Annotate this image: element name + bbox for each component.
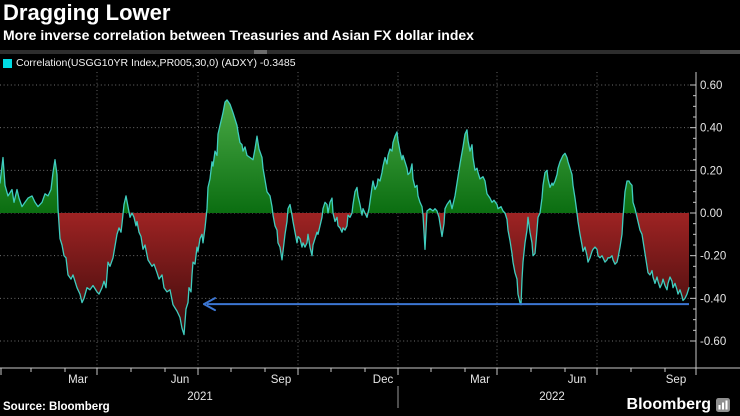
bloomberg-logo-text: Bloomberg	[626, 396, 711, 413]
y-tick-label: -0.60	[700, 336, 726, 348]
legend-label: Correlation(USGG10YR Index,PR005,30,0) (…	[16, 57, 296, 69]
y-tick-label: 0.00	[700, 208, 722, 220]
divider-notch	[254, 50, 267, 54]
arrow-head	[203, 297, 216, 306]
legend-swatch-icon	[3, 58, 12, 68]
x-month-label: Dec	[373, 374, 394, 386]
x-month-label: Sep	[666, 374, 686, 386]
arrow-annotation	[203, 297, 689, 312]
x-month-label: Mar	[470, 374, 490, 386]
page-title: Dragging Lower	[3, 0, 171, 25]
source-label: Source: Bloomberg	[3, 401, 110, 413]
y-tick-label: 0.60	[700, 80, 722, 92]
y-tick-label: -0.20	[700, 251, 726, 263]
x-year-label: 2022	[539, 391, 565, 403]
axes: 0.60 0.40 0.20 0.00 -0.20 -0.40 -0.60 Mar Jun Sep…	[0, 72, 740, 408]
negative-area-fill	[0, 213, 689, 335]
x-year-label: 2021	[187, 391, 213, 403]
bloomberg-bars-icon	[716, 398, 730, 412]
chart-legend[interactable]: Correlation(USGG10YR Index,PR005,30,0) (…	[3, 57, 296, 69]
panel-divider	[0, 50, 740, 54]
correlation-line	[0, 99, 690, 336]
x-month-label: Mar	[68, 374, 88, 386]
bloomberg-logo: Bloomberg	[627, 396, 730, 414]
x-month-label: Jun	[171, 374, 190, 386]
arrow-head	[203, 303, 216, 312]
y-tick-label: 0.40	[700, 123, 722, 135]
chart-subtitle: More inverse correlation between Treasur…	[3, 27, 474, 43]
scrollbar-thumb[interactable]	[700, 50, 740, 54]
x-month-label: Sep	[271, 374, 291, 386]
y-tick-label: 0.20	[700, 165, 722, 177]
y-tick-label: -0.40	[700, 293, 726, 305]
x-month-label: Jun	[568, 374, 587, 386]
